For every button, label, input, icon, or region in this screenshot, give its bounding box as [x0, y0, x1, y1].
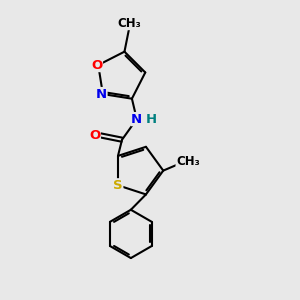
Text: CH₃: CH₃ — [176, 155, 200, 168]
Text: N: N — [131, 112, 142, 126]
Text: CH₃: CH₃ — [117, 16, 141, 30]
Text: S: S — [113, 179, 123, 192]
Text: O: O — [91, 58, 102, 71]
Text: O: O — [89, 129, 100, 142]
Text: N: N — [96, 88, 107, 100]
Text: H: H — [146, 112, 157, 126]
